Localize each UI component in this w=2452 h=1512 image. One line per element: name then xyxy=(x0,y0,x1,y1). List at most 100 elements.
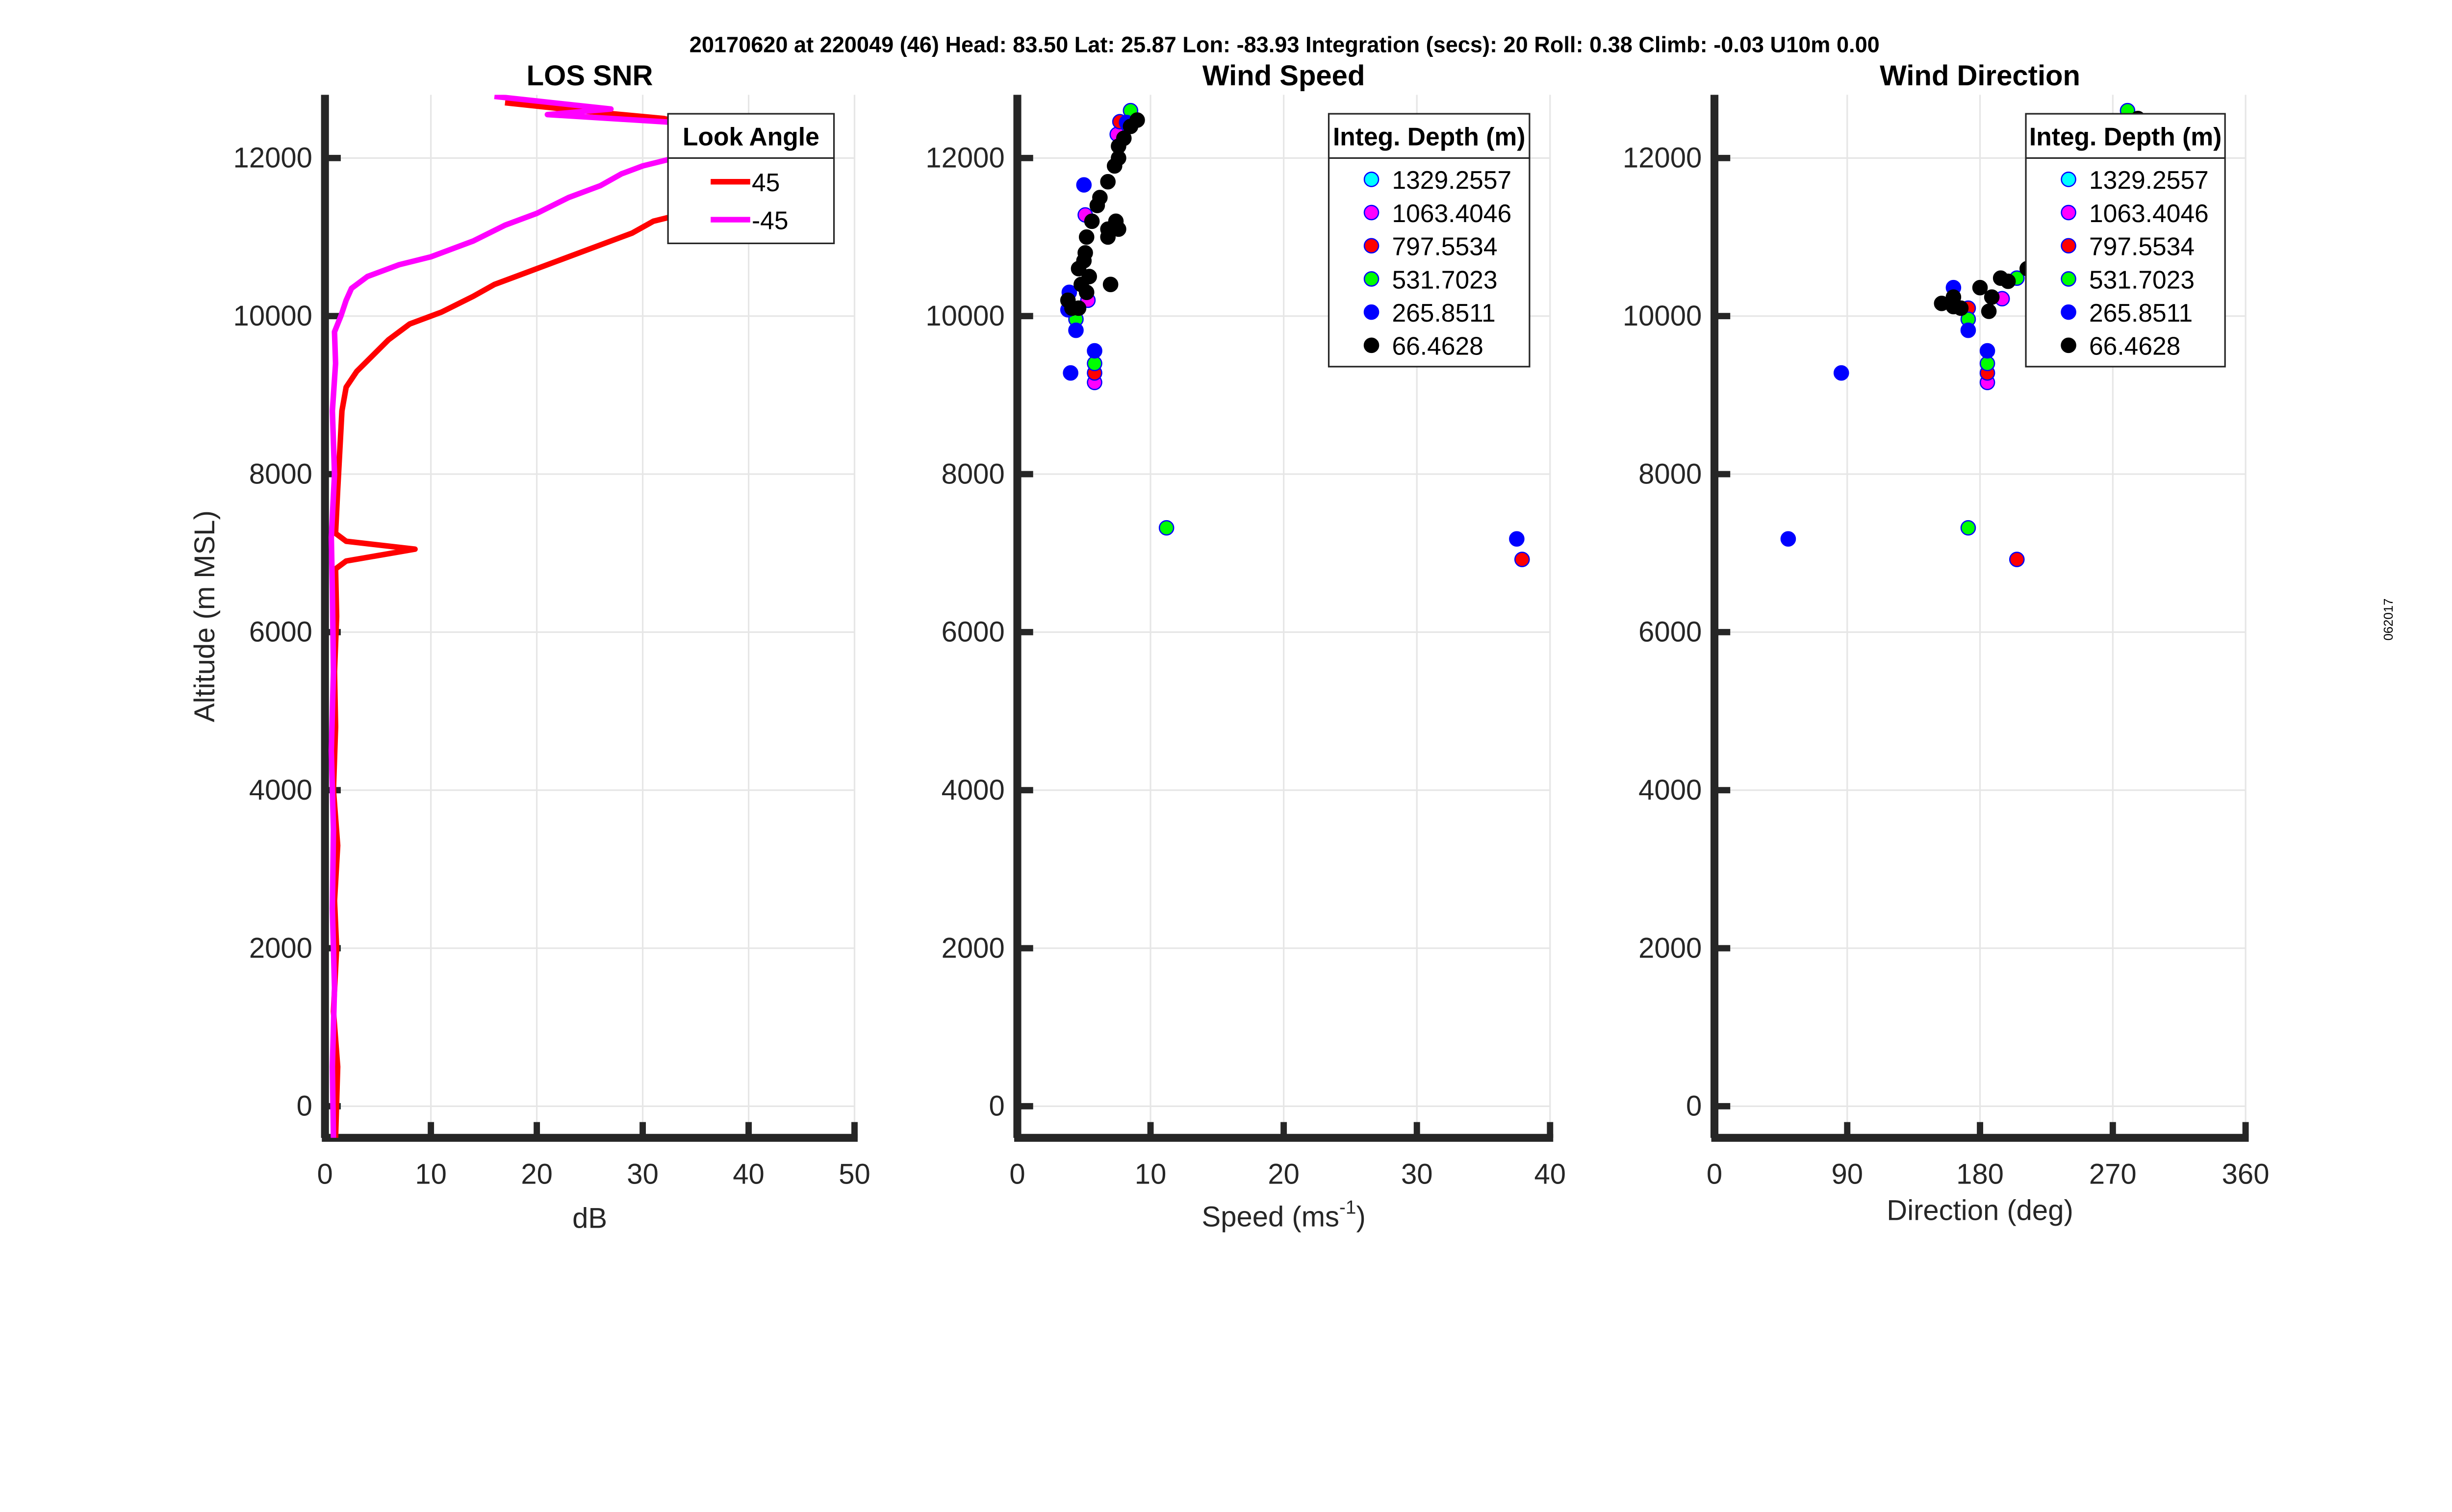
data-point xyxy=(1060,292,1076,308)
legend-item: 531.7023 xyxy=(1363,265,1498,294)
x-tick-label: 40 xyxy=(733,1158,765,1190)
y-tick-label: 8000 xyxy=(249,458,312,490)
legend-label: 797.5534 xyxy=(1392,232,1497,261)
x-tick-label: 0 xyxy=(317,1158,333,1190)
x-tick-label: 30 xyxy=(1401,1158,1433,1190)
y-tick-label: 0 xyxy=(297,1090,312,1122)
x-axis-label: dB xyxy=(572,1203,607,1235)
y-tick-label: 12000 xyxy=(1623,142,1702,174)
legend-marker xyxy=(2061,172,2076,187)
legend-title: Integ. Depth (m) xyxy=(1333,123,1525,151)
x-tick-label: 360 xyxy=(2222,1158,2270,1190)
legend-marker xyxy=(2061,238,2076,254)
data-point xyxy=(1063,365,1078,381)
legend-marker xyxy=(2061,204,2076,221)
legend-label: 66.4628 xyxy=(2089,332,2180,360)
data-point xyxy=(1111,221,1126,237)
data-point xyxy=(1102,277,1119,293)
legend-label: 265.8511 xyxy=(1392,299,1495,327)
legend-item: 45 xyxy=(711,168,780,197)
data-point xyxy=(1833,365,1849,381)
data-point xyxy=(1068,322,1084,338)
data-point xyxy=(1076,177,1092,193)
legend-box xyxy=(2025,113,2226,368)
data-point xyxy=(1509,531,1525,547)
x-axis-label: Direction (deg) xyxy=(1887,1194,2073,1226)
y-tick-label: 2000 xyxy=(1638,932,1702,964)
x-label-main: Speed (ms xyxy=(1202,1201,1340,1233)
x-tick-label: 20 xyxy=(1268,1158,1300,1190)
data-point xyxy=(1945,299,1962,315)
figure: 20170620 at 220049 (46) Head: 83.50 Lat:… xyxy=(189,32,2396,1235)
chart-title: Wind Speed xyxy=(1202,60,1365,92)
legend-item: 797.5534 xyxy=(1363,232,1498,261)
y-tick-label: 4000 xyxy=(942,774,1005,806)
legend-marker xyxy=(1363,304,1379,320)
data-point xyxy=(1158,520,1175,536)
legend-label: 1329.2557 xyxy=(1392,166,1511,194)
data-point xyxy=(1087,343,1102,359)
series-line--45 xyxy=(328,95,730,1138)
x-tick-label: 50 xyxy=(839,1158,870,1190)
legend-marker xyxy=(2061,337,2076,353)
legend-marker xyxy=(1363,337,1379,353)
legend-item: 1063.4046 xyxy=(2061,199,2209,227)
y-tick-label: 12000 xyxy=(925,142,1004,174)
y-tick-label: 4000 xyxy=(249,774,312,806)
plot-area xyxy=(1060,102,1530,567)
y-tick-label: 4000 xyxy=(1638,774,1702,806)
y-axis-label: Altitude (m MSL) xyxy=(189,510,221,722)
y-tick-label: 8000 xyxy=(942,458,1005,490)
legend-label: 1063.4046 xyxy=(1392,199,1511,227)
x-tick-label: 270 xyxy=(2089,1158,2137,1190)
axes-direction: 0 90 180 270 360 0 2000 4000 6000 8000 10000 12000 W… xyxy=(1623,60,2270,1226)
plot-area xyxy=(328,95,752,1138)
legend-item: 797.5534 xyxy=(2061,232,2195,261)
legend-box xyxy=(667,113,835,245)
data-point xyxy=(1981,303,1997,319)
x-tick-label: 40 xyxy=(1534,1158,1566,1190)
x-tick-label: 0 xyxy=(1009,1158,1025,1190)
y-tick-label: 10000 xyxy=(233,300,312,332)
legend-item: 265.8511 xyxy=(2061,299,2193,327)
x-label-sup: -1 xyxy=(1339,1197,1356,1218)
legend: Integ. Depth (m) 1329.2557 1063.4046 797.55… xyxy=(1328,113,1531,368)
legend-item: 1329.2557 xyxy=(2061,166,2209,194)
y-tick-label: 0 xyxy=(1686,1090,1702,1122)
axes-speed: 0 10 20 30 40 0 2000 4000 6000 8000 10000 12000 Wind… xyxy=(925,60,1566,1233)
legend-item: 531.7023 xyxy=(2061,265,2195,294)
legend-label: 1329.2557 xyxy=(2089,166,2209,194)
y-tick-label: 6000 xyxy=(1638,616,1702,648)
legend: Integ. Depth (m) 1329.2557 1063.4046 797.55… xyxy=(2025,113,2226,368)
legend: Look Angle 45 -45 xyxy=(667,113,835,245)
axes-snr: 0 10 20 30 40 50 0 2000 4000 6000 8000 10000 12000 LO… xyxy=(189,60,870,1235)
legend-item: 66.4628 xyxy=(1363,332,1483,360)
data-point xyxy=(1078,284,1095,301)
y-tick-label: 12000 xyxy=(233,142,312,174)
data-point xyxy=(1960,322,1976,338)
x-tick-label: 10 xyxy=(415,1158,447,1190)
chart-title: LOS SNR xyxy=(527,60,653,92)
x-label-end: ) xyxy=(1356,1201,1365,1233)
legend-marker xyxy=(1363,238,1379,254)
legend-label: 531.7023 xyxy=(2089,265,2195,294)
legend-item: 265.8511 xyxy=(1363,299,1496,327)
data-point xyxy=(1106,158,1123,174)
data-point xyxy=(1084,213,1100,229)
data-point xyxy=(2009,552,2025,567)
y-tick-label: 0 xyxy=(989,1090,1004,1122)
legend-box xyxy=(1328,113,1531,368)
legend-marker xyxy=(2061,304,2076,320)
x-tick-label: 30 xyxy=(627,1158,659,1190)
legend-title: Look Angle xyxy=(683,123,819,151)
x-tick-label: 0 xyxy=(1707,1158,1722,1190)
x-tick-label: 180 xyxy=(1956,1158,2004,1190)
legend-title: Integ. Depth (m) xyxy=(2029,123,2222,151)
data-point xyxy=(1780,531,1796,547)
y-tick-label: 6000 xyxy=(942,616,1005,648)
figure-suptitle: 20170620 at 220049 (46) Head: 83.50 Lat:… xyxy=(690,32,1880,57)
legend-label: 66.4628 xyxy=(1392,332,1483,360)
legend-marker xyxy=(1363,172,1379,187)
data-point xyxy=(1100,229,1116,245)
data-point xyxy=(1984,289,2000,305)
